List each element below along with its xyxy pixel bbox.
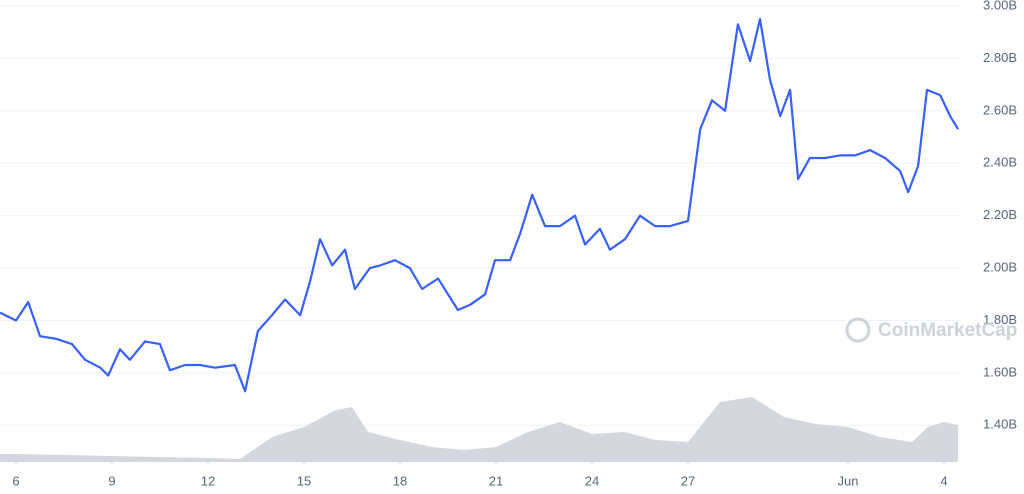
- y-tick-label: 3.00B: [983, 0, 1017, 12]
- x-tick-label: 24: [585, 473, 599, 488]
- x-tick-label: 15: [297, 473, 311, 488]
- x-tick-label: 27: [681, 473, 695, 488]
- watermark-logo: [845, 317, 871, 343]
- y-tick-label: 2.00B: [983, 260, 1017, 275]
- y-tick-label: 1.80B: [983, 312, 1017, 327]
- y-tick-label: 1.40B: [983, 417, 1017, 432]
- price-line: [0, 18, 960, 393]
- x-tick-label: 4: [940, 473, 947, 488]
- x-tick-label: Jun: [838, 473, 859, 488]
- y-tick-label: 2.80B: [983, 50, 1017, 65]
- watermark: CoinMarketCap: [845, 317, 1017, 343]
- x-tick-label: 21: [489, 473, 503, 488]
- x-tick-label: 12: [201, 473, 215, 488]
- y-tick-label: 2.60B: [983, 102, 1017, 117]
- y-tick-label: 1.60B: [983, 364, 1017, 379]
- y-tick-label: 2.20B: [983, 207, 1017, 222]
- y-tick-label: 2.40B: [983, 155, 1017, 170]
- volume-area: [0, 397, 959, 462]
- watermark-text: CoinMarketCap: [878, 320, 1017, 341]
- x-tick-label: 9: [108, 473, 115, 488]
- x-tick-label: 6: [12, 473, 19, 488]
- x-tick-label: 18: [393, 473, 407, 488]
